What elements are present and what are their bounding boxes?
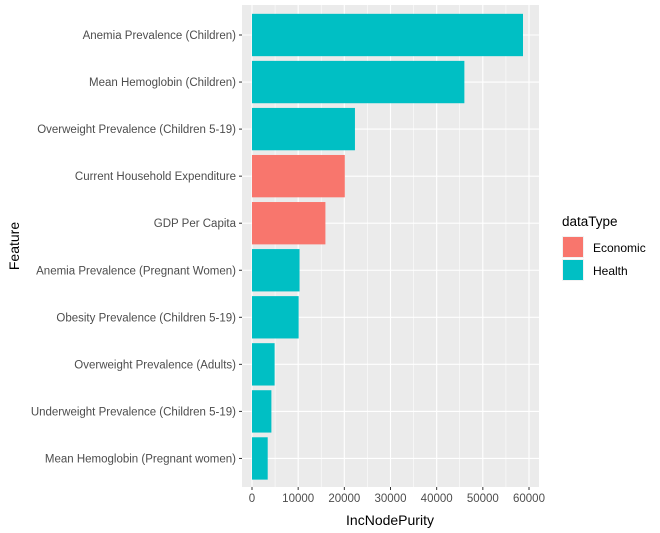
legend-key-swatch bbox=[563, 260, 583, 280]
y-axis-title: Feature bbox=[6, 222, 22, 270]
x-tick-label: 50000 bbox=[467, 493, 499, 505]
bar bbox=[252, 296, 299, 339]
bar bbox=[252, 390, 272, 433]
y-tick-label: Anemia Prevalence (Pregnant Women) bbox=[36, 265, 236, 277]
y-axis: Anemia Prevalence (Children) Mean Hemoglo… bbox=[31, 30, 242, 465]
bar bbox=[252, 60, 465, 104]
bar bbox=[252, 437, 268, 480]
y-tick-label: Current Household Expenditure bbox=[75, 171, 236, 183]
y-tick-label: GDP Per Capita bbox=[154, 218, 237, 230]
bar bbox=[252, 343, 275, 386]
y-tick-label: Underweight Prevalence (Children 5-19) bbox=[31, 406, 236, 418]
x-tick-label: 0 bbox=[249, 493, 255, 505]
y-tick-label: Mean Hemoglobin (Pregnant women) bbox=[45, 453, 236, 465]
y-tick-label: Overweight Prevalence (Children 5-19) bbox=[37, 124, 236, 136]
y-tick-label: Overweight Prevalence (Adults) bbox=[74, 359, 236, 371]
bar bbox=[252, 154, 345, 198]
y-tick-label: Anemia Prevalence (Children) bbox=[83, 30, 237, 42]
bar bbox=[252, 13, 523, 57]
x-tick-label: 40000 bbox=[421, 493, 453, 505]
x-tick-label: 30000 bbox=[375, 493, 407, 505]
x-tick-label: 60000 bbox=[513, 493, 545, 505]
bar bbox=[252, 249, 300, 292]
x-tick-label: 10000 bbox=[282, 493, 314, 505]
x-axis: 0 10000 20000 30000 40000 50000 60000 bbox=[249, 487, 545, 505]
bar bbox=[252, 107, 355, 151]
legend-label: Health bbox=[593, 264, 628, 278]
legend: dataType Economic Health bbox=[562, 214, 646, 281]
legend-title: dataType bbox=[562, 214, 618, 229]
x-tick-label: 20000 bbox=[328, 493, 360, 505]
x-axis-title: IncNodePurity bbox=[346, 512, 434, 528]
y-tick-label: Obesity Prevalence (Children 5-19) bbox=[56, 312, 236, 324]
legend-key-swatch bbox=[563, 237, 583, 257]
bar-layer bbox=[252, 13, 523, 480]
bar bbox=[252, 202, 326, 245]
y-tick-label: Mean Hemoglobin (Children) bbox=[89, 77, 236, 89]
legend-label: Economic bbox=[593, 241, 646, 255]
